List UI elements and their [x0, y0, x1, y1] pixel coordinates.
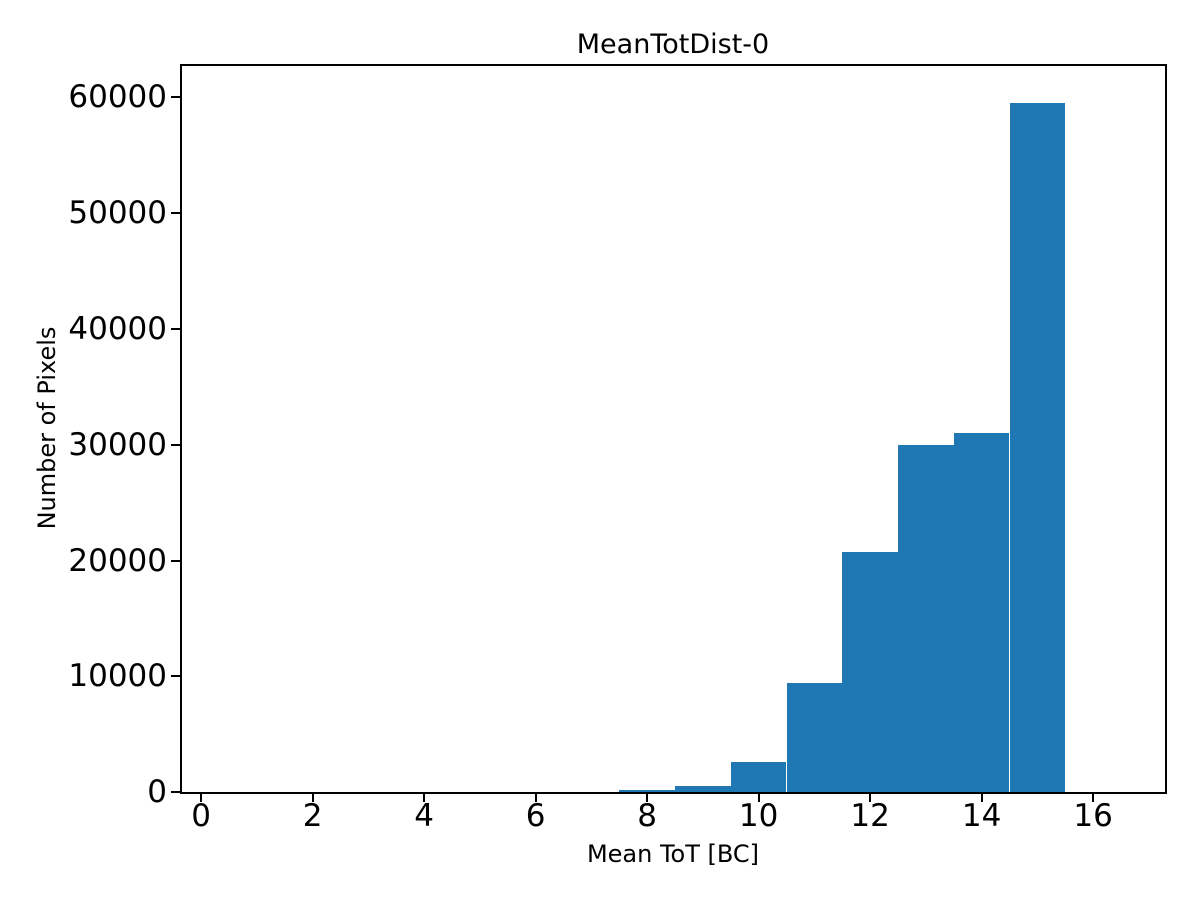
y-tick-mark — [171, 96, 181, 99]
x-tick-label: 8 — [637, 798, 657, 834]
y-tick-label: 20000 — [68, 542, 167, 579]
x-tick-mark — [869, 793, 872, 802]
chart-title: MeanTotDist-0 — [576, 29, 770, 60]
x-tick-mark — [534, 793, 537, 802]
histogram-bar — [842, 552, 898, 792]
x-tick-mark — [757, 793, 760, 802]
y-tick-label: 0 — [147, 774, 167, 810]
y-tick-label: 50000 — [68, 195, 167, 232]
y-tick-label: 60000 — [68, 79, 167, 116]
x-tick-mark — [200, 793, 203, 802]
x-tick-mark — [646, 793, 649, 802]
y-tick-label: 40000 — [68, 310, 167, 347]
y-tick-label: 30000 — [68, 426, 167, 463]
x-tick-label: 12 — [850, 798, 890, 834]
histogram-bar — [619, 790, 675, 792]
histogram-bar — [730, 761, 787, 792]
y-tick-mark — [171, 559, 181, 562]
y-tick-label: 10000 — [68, 658, 167, 695]
y-tick-mark — [171, 443, 181, 446]
x-tick-mark — [311, 793, 314, 802]
y-tick-mark — [171, 327, 181, 330]
histogram-bar — [953, 433, 1010, 792]
x-tick-mark — [423, 793, 426, 802]
x-tick-label: 14 — [961, 798, 1002, 834]
histogram-bar — [898, 444, 954, 792]
x-tick-label: 6 — [525, 798, 546, 834]
x-tick-mark — [1092, 793, 1095, 802]
y-tick-mark — [171, 212, 181, 215]
x-tick-label: 10 — [738, 798, 779, 834]
x-tick-label: 2 — [302, 798, 323, 834]
y-axis-label: Number of Pixels — [32, 326, 61, 530]
histogram-bar — [786, 683, 843, 792]
x-tick-label: 0 — [191, 798, 211, 834]
histogram-bar — [675, 786, 731, 792]
y-tick-mark — [171, 791, 181, 793]
y-tick-mark — [171, 675, 181, 678]
histogram-bar — [1009, 103, 1066, 792]
x-axis-label: Mean ToT [BC] — [586, 840, 760, 868]
x-tick-label: 4 — [414, 798, 434, 834]
x-tick-label: 16 — [1073, 798, 1113, 834]
x-tick-mark — [980, 793, 983, 802]
